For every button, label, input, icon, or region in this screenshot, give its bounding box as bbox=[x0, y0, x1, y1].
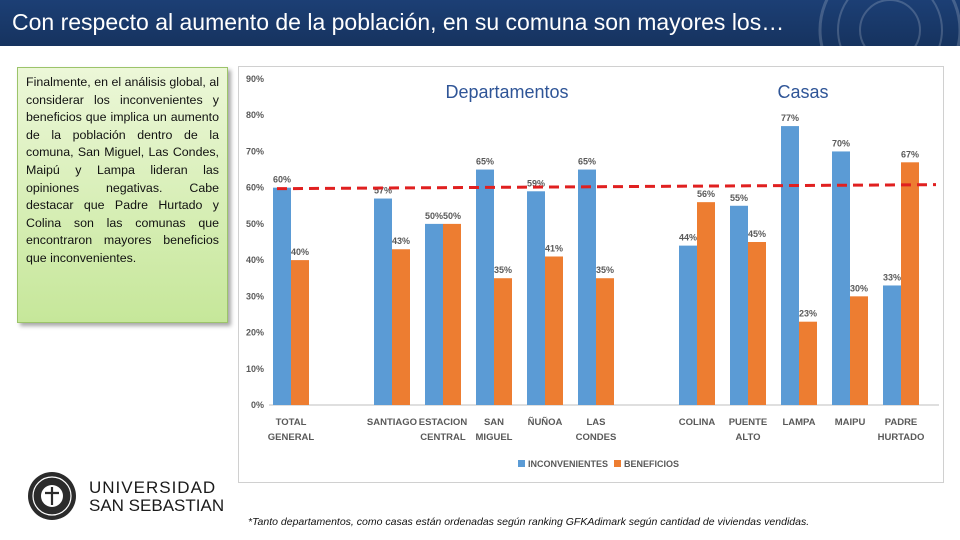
data-label: 35% bbox=[494, 265, 512, 275]
bar-beneficios bbox=[545, 256, 563, 405]
x-tick-label: ÑUÑOA bbox=[528, 417, 563, 428]
analysis-note: Finalmente, en el análisis global, al co… bbox=[17, 67, 228, 323]
y-tick-label: 50% bbox=[246, 219, 264, 229]
x-tick-label: ESTACION bbox=[419, 417, 468, 428]
y-tick-label: 40% bbox=[246, 255, 264, 265]
x-tick-label: MAIPU bbox=[835, 417, 866, 428]
x-tick-label: LAMPA bbox=[782, 417, 815, 428]
bar-beneficios bbox=[596, 278, 614, 405]
y-tick-label: 0% bbox=[251, 400, 264, 410]
university-emblem-icon bbox=[28, 472, 76, 520]
y-tick-label: 30% bbox=[246, 291, 264, 301]
data-label: 40% bbox=[291, 247, 309, 257]
bar-inconvenientes bbox=[883, 285, 901, 405]
x-tick-label: CENTRAL bbox=[420, 432, 466, 443]
data-label: 35% bbox=[596, 265, 614, 275]
data-label: 65% bbox=[476, 157, 494, 167]
data-label: 50% bbox=[443, 211, 461, 221]
group-label-casas: Casas bbox=[777, 82, 828, 102]
x-tick-label: HURTADO bbox=[878, 432, 925, 443]
data-label: 50% bbox=[425, 211, 443, 221]
data-label: 60% bbox=[273, 175, 291, 185]
bar-beneficios bbox=[494, 278, 512, 405]
data-label: 55% bbox=[730, 193, 748, 203]
bar-beneficios bbox=[748, 242, 766, 405]
chart-svg: 0% 10% 20% 30% 40% 50% 60% 70% 80% 90% 60% 57% 50% 65… bbox=[246, 74, 939, 469]
bar-beneficios bbox=[901, 162, 919, 405]
logo-name-line1: UNIVERSIDAD bbox=[89, 478, 217, 497]
x-tick-label: TOTAL bbox=[276, 417, 307, 428]
bar-beneficios bbox=[850, 296, 868, 405]
data-label: 23% bbox=[799, 309, 817, 319]
bar-inconvenientes bbox=[781, 126, 799, 405]
bar-chart: 0% 10% 20% 30% 40% 50% 60% 70% 80% 90% 60% 57% 50% 65… bbox=[238, 66, 944, 483]
data-label: 70% bbox=[832, 138, 850, 148]
bar-inconvenientes bbox=[374, 198, 392, 405]
bar-inconvenientes bbox=[476, 169, 494, 405]
data-label: 44% bbox=[679, 233, 697, 243]
x-tick-label: ALTO bbox=[736, 432, 761, 443]
y-tick-label: 60% bbox=[246, 183, 264, 193]
y-tick-label: 90% bbox=[246, 74, 264, 84]
data-label: 41% bbox=[545, 243, 563, 253]
bar-beneficios bbox=[443, 223, 461, 405]
bar-inconvenientes bbox=[273, 187, 291, 405]
header-seal-watermark bbox=[770, 0, 960, 46]
x-tick-label: PADRE bbox=[885, 417, 918, 428]
data-label: 43% bbox=[392, 236, 410, 246]
x-tick-label: LAS bbox=[587, 417, 606, 428]
university-logo: UNIVERSIDAD SAN SEBASTIAN bbox=[26, 470, 224, 522]
data-label: 57% bbox=[374, 186, 392, 196]
footnote: *Tanto departamentos, como casas están o… bbox=[248, 516, 810, 528]
page-title: Con respecto al aumento de la población,… bbox=[12, 9, 785, 35]
bar-beneficios bbox=[392, 249, 410, 405]
data-label: 45% bbox=[748, 229, 766, 239]
bar-inconvenientes bbox=[578, 169, 596, 405]
data-label: 59% bbox=[527, 178, 545, 188]
data-label: 56% bbox=[697, 189, 715, 199]
data-label: 30% bbox=[850, 283, 868, 293]
x-tick-label: SANTIAGO bbox=[367, 417, 417, 428]
bar-inconvenientes bbox=[527, 191, 545, 405]
x-tick-label: SAN bbox=[484, 417, 504, 428]
bar-inconvenientes bbox=[730, 205, 748, 405]
legend-label: INCONVENIENTES bbox=[528, 459, 608, 469]
bar-beneficios bbox=[291, 260, 309, 405]
x-tick-label: COLINA bbox=[679, 417, 716, 428]
x-tick-label: GENERAL bbox=[268, 432, 315, 443]
y-tick-label: 20% bbox=[246, 328, 264, 338]
logo-name-line2: SAN SEBASTIAN bbox=[89, 496, 225, 515]
bar-inconvenientes bbox=[679, 245, 697, 405]
legend-swatch bbox=[614, 460, 621, 467]
reference-line bbox=[276, 183, 937, 191]
y-tick-label: 10% bbox=[246, 364, 264, 374]
y-tick-label: 80% bbox=[246, 110, 264, 120]
bar-beneficios bbox=[799, 321, 817, 405]
x-tick-label: PUENTE bbox=[729, 417, 768, 428]
header-bar: Con respecto al aumento de la población,… bbox=[0, 0, 960, 46]
legend-swatch bbox=[518, 460, 525, 467]
group-label-departamentos: Departamentos bbox=[445, 82, 568, 102]
legend-label: BENEFICIOS bbox=[624, 459, 679, 469]
data-label: 65% bbox=[578, 157, 596, 167]
bar-inconvenientes bbox=[425, 223, 443, 405]
data-label: 77% bbox=[781, 113, 799, 123]
x-tick-label: CONDES bbox=[576, 432, 617, 443]
data-label: 67% bbox=[901, 149, 919, 159]
data-label: 33% bbox=[883, 272, 901, 282]
bar-inconvenientes bbox=[832, 151, 850, 405]
bar-beneficios bbox=[697, 202, 715, 405]
y-tick-label: 70% bbox=[246, 146, 264, 156]
x-tick-label: MIGUEL bbox=[476, 432, 513, 443]
